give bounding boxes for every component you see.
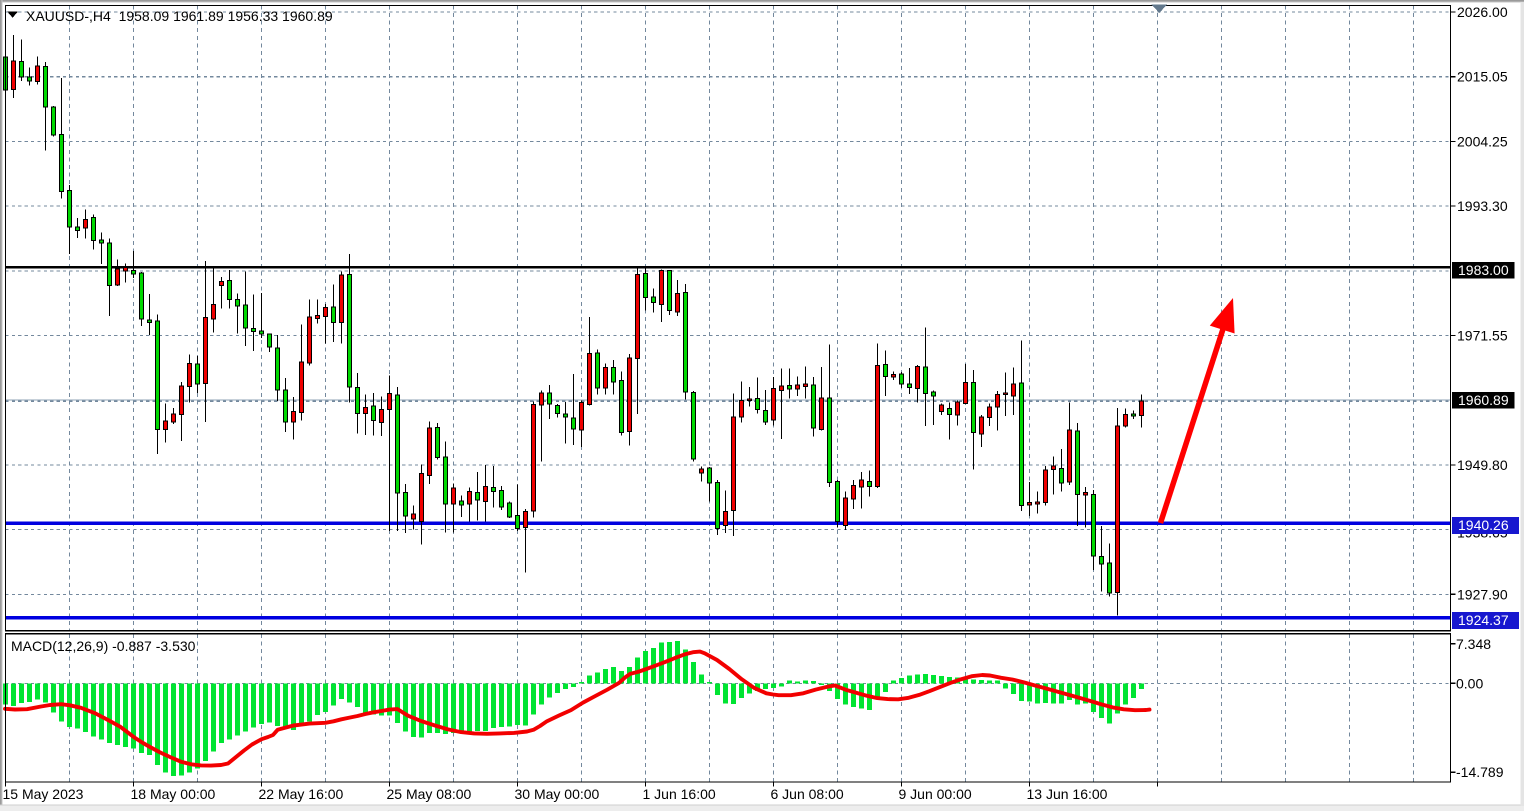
svg-text:9 Jun 00:00: 9 Jun 00:00 xyxy=(899,786,972,802)
svg-text:6 Jun 08:00: 6 Jun 08:00 xyxy=(771,786,844,802)
svg-text:1 Jun 16:00: 1 Jun 16:00 xyxy=(643,786,716,802)
svg-text:-14.789: -14.789 xyxy=(1456,764,1504,780)
svg-text:1949.80: 1949.80 xyxy=(1457,457,1508,473)
svg-text:XAUUSD-,H4 1958.09 1961.89 19: XAUUSD-,H4 1958.09 1961.89 1956.33 1960.… xyxy=(26,8,333,24)
svg-text:1924.37: 1924.37 xyxy=(1458,612,1509,628)
svg-text:30 May 00:00: 30 May 00:00 xyxy=(515,786,600,802)
svg-text:1927.90: 1927.90 xyxy=(1457,586,1508,602)
svg-text:0.00: 0.00 xyxy=(1456,675,1483,691)
svg-text:1940.26: 1940.26 xyxy=(1458,517,1509,533)
svg-text:MACD(12,26,9) -0.887 -3.530: MACD(12,26,9) -0.887 -3.530 xyxy=(11,638,196,654)
svg-text:2015.05: 2015.05 xyxy=(1457,69,1508,85)
svg-text:1983.00: 1983.00 xyxy=(1458,262,1509,278)
svg-text:1993.30: 1993.30 xyxy=(1457,198,1508,214)
svg-text:1960.89: 1960.89 xyxy=(1458,392,1509,408)
svg-text:25 May 08:00: 25 May 08:00 xyxy=(387,786,472,802)
svg-text:22 May 16:00: 22 May 16:00 xyxy=(259,786,344,802)
svg-text:13 Jun 16:00: 13 Jun 16:00 xyxy=(1027,786,1108,802)
svg-text:2004.25: 2004.25 xyxy=(1457,133,1508,149)
svg-text:2026.00: 2026.00 xyxy=(1457,4,1508,20)
svg-text:18 May 00:00: 18 May 00:00 xyxy=(131,786,216,802)
svg-text:1971.55: 1971.55 xyxy=(1457,328,1508,344)
svg-text:15 May 2023: 15 May 2023 xyxy=(3,786,84,802)
svg-text:7.348: 7.348 xyxy=(1456,636,1491,652)
